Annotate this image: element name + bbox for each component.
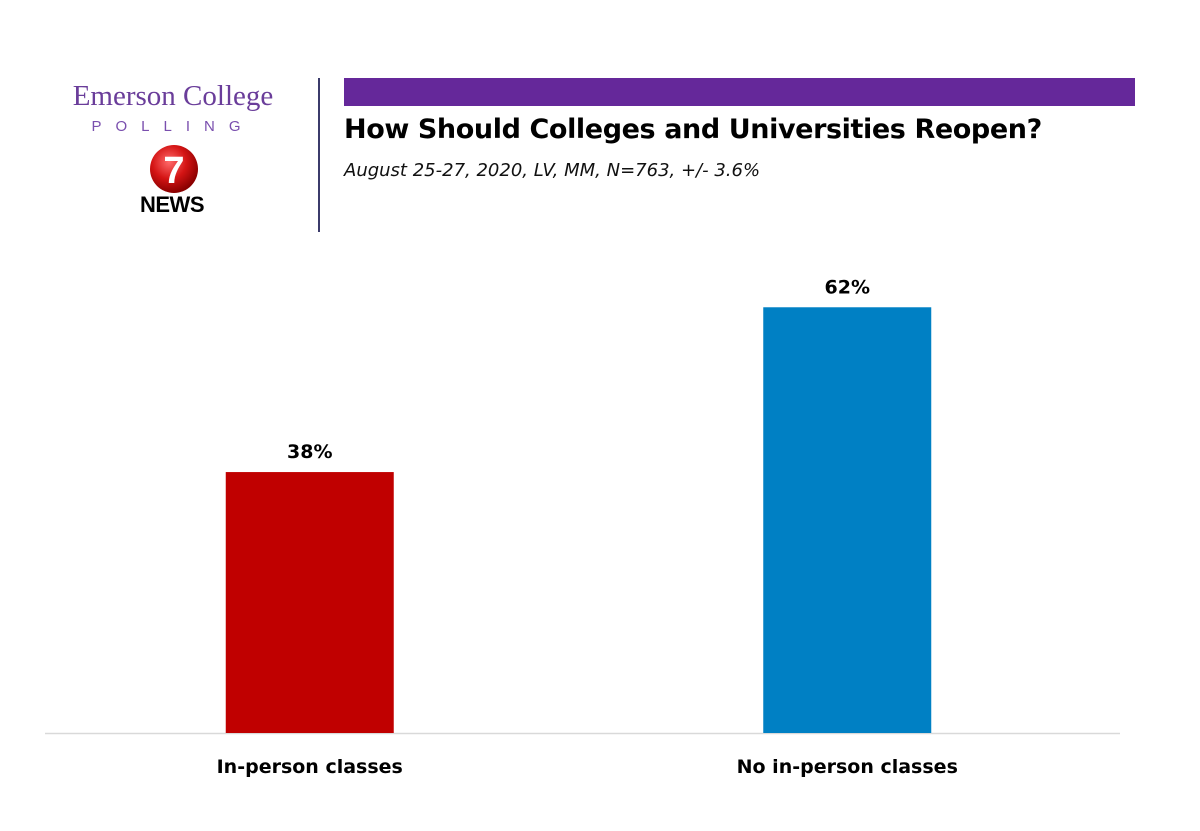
bar-2 [763,307,932,733]
polling-logo-text: POLLING [91,118,255,135]
emerson-college-logo-text: Emerson College [72,80,274,112]
news-logo-word: NEWS [140,192,205,217]
chart-title: How Should Colleges and Universities Reo… [344,114,1042,145]
news-logo-number: 7 [163,150,184,192]
chart-subtitle: August 25-27, 2020, LV, MM, N=763, +/- 3… [344,160,761,181]
news-logo-circle [150,145,198,193]
data-label-1: 38% [287,441,332,463]
title-accent-bar [344,78,1135,106]
category-label-1: In-person classes [217,756,403,778]
header-divider [318,78,320,232]
seven-news-logo-icon: 7 [150,145,198,193]
bar-1 [225,472,394,733]
data-label-2: 62% [825,276,870,298]
category-label-2: No in-person classes [737,756,958,778]
